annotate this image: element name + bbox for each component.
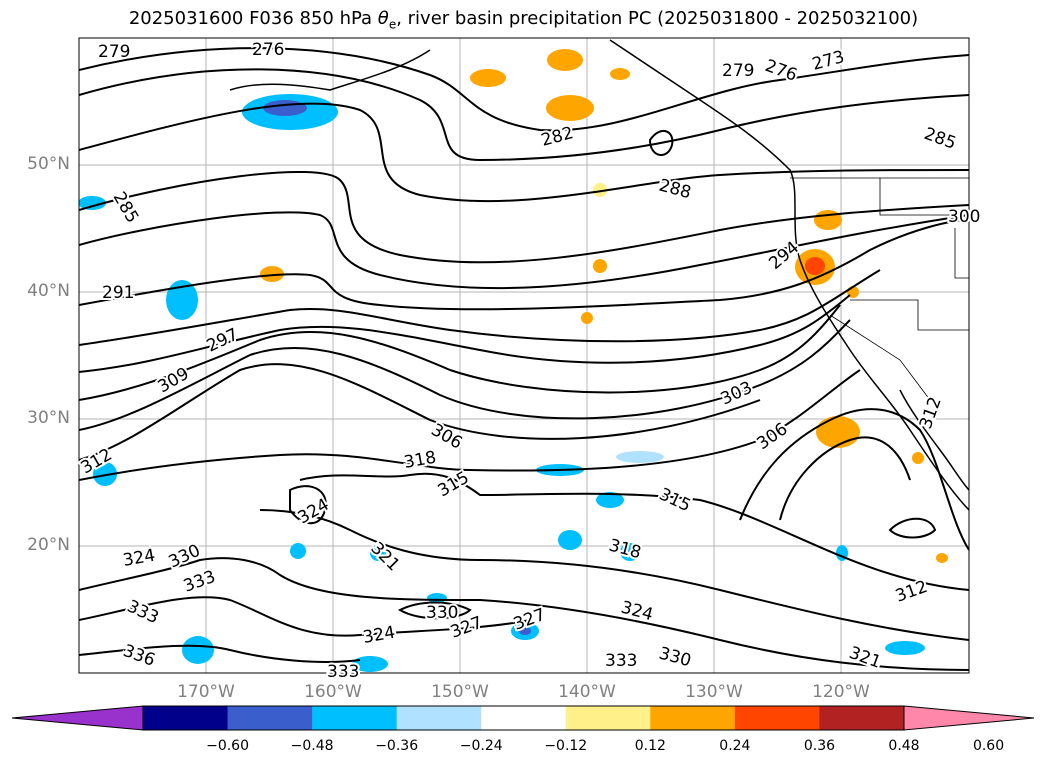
positive-anomaly-patch	[546, 95, 594, 121]
colorbar-tick-label: −0.36	[375, 738, 419, 754]
map-frame	[78, 37, 970, 674]
positive-anomaly-patch	[581, 312, 593, 324]
contour-label: 291	[102, 283, 134, 303]
coastline	[229, 39, 969, 511]
negative-anomaly-patch	[93, 462, 117, 486]
colorbar-frame	[142, 705, 905, 731]
graticule	[79, 38, 969, 673]
lat-label-50n: 50°N	[27, 154, 70, 174]
colorbar-tick-label: −0.24	[459, 738, 503, 754]
colorbar-segment	[312, 706, 398, 730]
negative-anomaly-patch	[885, 641, 925, 655]
positive-anomaly-patch	[593, 259, 607, 273]
positive-anomaly-patch	[470, 69, 506, 87]
contour-label: 300	[948, 207, 980, 227]
lon-label-140w: 140°W	[558, 682, 616, 702]
positive-anomaly-patch	[805, 257, 825, 275]
colorbar-tick-label: −0.48	[290, 738, 334, 754]
lat-label-20n: 20°N	[27, 535, 70, 555]
map-background	[79, 38, 969, 673]
colorbar-segment	[565, 706, 651, 730]
lat-label-30n: 30°N	[27, 408, 70, 428]
negative-anomaly-patch	[352, 656, 388, 672]
lon-label-160w: 160°W	[304, 682, 362, 702]
colorbar-segment	[734, 706, 820, 730]
positive-anomaly-patch	[610, 68, 630, 80]
negative-anomaly-patch	[166, 280, 198, 320]
colorbar	[11, 705, 1035, 731]
colorbar-segment	[650, 706, 736, 730]
colorbar-tick-label: −0.12	[544, 738, 588, 754]
negative-anomaly-patch	[558, 530, 582, 550]
colorbar-tick-label: 0.12	[634, 738, 666, 754]
positive-anomaly-patch	[593, 183, 607, 197]
contour-label: 279	[722, 61, 754, 81]
positive-anomaly-patch	[260, 266, 284, 282]
colorbar-segment	[227, 706, 313, 730]
colorbar-tick-label: −0.60	[206, 738, 249, 754]
negative-anomaly-patch	[263, 100, 307, 116]
positive-anomaly-patch	[816, 416, 860, 448]
colorbar-extend-max	[903, 705, 1035, 731]
lat-label-40n: 40°N	[27, 281, 70, 301]
negative-anomaly-patch	[620, 543, 640, 561]
colorbar-segment	[396, 706, 482, 730]
contour-label: 276	[252, 40, 284, 60]
negative-anomaly-patch	[290, 543, 306, 559]
lon-label-150w: 150°W	[431, 682, 489, 702]
colorbar-extend-min	[11, 705, 144, 731]
colorbar-tick-label: 0.36	[803, 738, 836, 754]
negative-anomaly-patch	[427, 593, 447, 603]
colorbar-segment	[143, 706, 229, 730]
colorbar-segment	[819, 706, 905, 730]
map-title: 2025031600 F036 850 hPa θe, river basin …	[128, 8, 919, 32]
positive-anomaly-patch	[547, 49, 583, 71]
negative-anomaly-patch	[616, 451, 664, 463]
lon-label-130w: 130°W	[685, 682, 743, 702]
lon-label-170w: 170°W	[177, 682, 235, 702]
positive-anomaly-patch	[936, 553, 948, 563]
positive-anomaly-patch	[814, 210, 842, 230]
negative-anomaly-patch	[182, 636, 214, 664]
political-borders	[790, 177, 969, 401]
positive-anomaly-patch	[912, 452, 924, 464]
lon-label-120w: 120°W	[812, 682, 870, 702]
contour-label: 333	[327, 662, 359, 682]
contour-label: 333	[605, 651, 637, 671]
colorbar-tick-label: 0.24	[719, 738, 751, 754]
colorbar-tick-label: 0.48	[888, 738, 920, 754]
precip-anomaly-patches	[79, 49, 948, 672]
colorbar-segment	[481, 706, 567, 730]
negative-anomaly-patch	[370, 545, 386, 561]
colorbar-tick-label: 0.60	[972, 738, 1005, 754]
negative-anomaly-patch	[79, 196, 106, 210]
theta-e-contours	[79, 47, 969, 671]
negative-anomaly-patch	[596, 492, 624, 508]
negative-anomaly-patch	[519, 627, 531, 635]
contour-label: 330	[426, 603, 458, 623]
contour-label: 279	[98, 42, 130, 62]
